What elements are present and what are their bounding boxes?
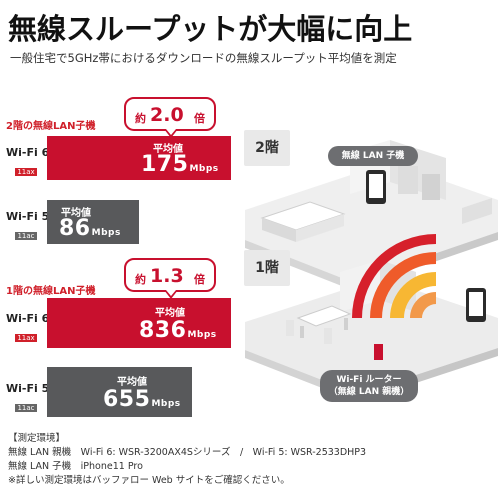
standard-name: Wi-Fi 5 <box>6 382 50 395</box>
standard-name: Wi-Fi 5 <box>6 210 50 223</box>
floor1-wifi6-bar: 平均値 836Mbps <box>47 298 231 348</box>
house-illustration: 2階 1階 無線 LAN 子機 Wi-Fi ルーター （無線 LAN 親機） <box>240 122 498 422</box>
bar-caption: 平均値 <box>117 377 147 388</box>
router-bubble: Wi-Fi ルーター （無線 LAN 親機） <box>320 370 418 402</box>
dining-table <box>296 305 352 327</box>
router-icon <box>374 344 383 360</box>
callout-prefix: 約 <box>135 273 146 286</box>
callout-prefix: 約 <box>135 112 146 125</box>
subline: 一般住宅で5GHz帯におけるダウンロードの無線スループット平均値を測定 <box>10 51 397 65</box>
notes-line3: ※詳しい測定環境はバッファロー Web サイトをご確認ください。 <box>8 475 290 486</box>
floor1-wifi6-label: Wi-Fi 6 11ax <box>6 312 50 344</box>
bar-value: 836Mbps <box>139 318 217 343</box>
notes-heading: 【測定環境】 <box>8 433 66 444</box>
signal-arc-inner <box>390 272 436 318</box>
floor2-wifi6-label: Wi-Fi 6 11ax <box>6 146 50 178</box>
floor1-wifi5-label: Wi-Fi 5 11ac <box>6 382 50 414</box>
standard-code: 11ac <box>15 404 37 412</box>
floor2-wifi5-label: Wi-Fi 5 11ac <box>6 210 50 242</box>
headline: 無線スループットが大幅に向上 <box>8 12 413 46</box>
floor1-badge: 1階 <box>244 250 290 286</box>
floor2-section-label: 2階の無線LAN子機 <box>6 121 96 132</box>
notes-line1: 無線 LAN 親機 Wi-Fi 6: WSR-3200AX4Sシリーズ / Wi… <box>8 447 367 458</box>
floor1-slab <box>245 278 498 394</box>
standard-name: Wi-Fi 6 <box>6 146 50 159</box>
bar-value: 86Mbps <box>59 216 121 241</box>
floor1-section-label: 1階の無線LAN子機 <box>6 286 96 297</box>
notes-line2: 無線 LAN 子機 iPhone11 Pro <box>8 461 143 472</box>
router-bubble-line2: （無線 LAN 親機） <box>328 387 410 397</box>
callout-suffix: 倍 <box>194 273 205 286</box>
standard-code: 11ac <box>15 232 37 240</box>
floor2-wifi5-bar: 平均値 86Mbps <box>47 200 139 244</box>
floor2-badge: 2階 <box>244 130 290 166</box>
bar-value: 655Mbps <box>103 387 181 412</box>
router-bubble-line1: Wi-Fi ルーター <box>336 375 402 385</box>
standard-name: Wi-Fi 6 <box>6 312 50 325</box>
bar-caption: 平均値 <box>153 144 183 155</box>
measurement-notes: 【測定環境】 無線 LAN 親機 Wi-Fi 6: WSR-3200AX4Sシリ… <box>8 432 494 488</box>
floor2-ratio-callout: 約 2.0 倍 <box>124 97 216 138</box>
callout-value: 1.3 <box>150 265 184 287</box>
callout-value: 2.0 <box>150 104 184 126</box>
standard-code: 11ax <box>15 334 37 342</box>
bar-value: 175Mbps <box>141 152 219 177</box>
bar-caption: 平均値 <box>61 208 91 219</box>
standard-code: 11ax <box>15 168 37 176</box>
floor2-wifi6-bar: 平均値 175Mbps <box>47 136 231 180</box>
floor1-ratio-callout: 約 1.3 倍 <box>124 258 216 299</box>
bar-caption: 平均値 <box>155 308 185 319</box>
callout-suffix: 倍 <box>194 112 205 125</box>
signal-arc-outer <box>370 252 436 318</box>
floor1-wifi5-bar: 平均値 655Mbps <box>47 367 192 417</box>
client-device-bubble: 無線 LAN 子機 <box>328 146 418 166</box>
